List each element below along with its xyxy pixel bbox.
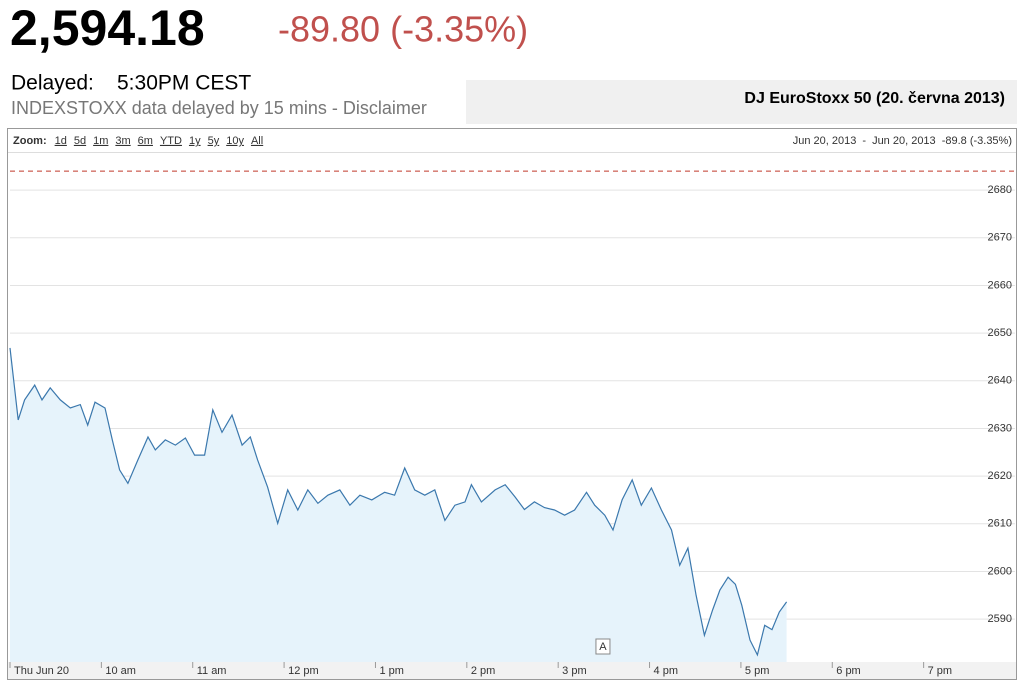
x-axis-band xyxy=(8,662,1016,679)
chart-heading: DJ EuroStoxx 50 (20. června 2013) xyxy=(744,90,1005,107)
zoom-option[interactable]: 6m xyxy=(138,135,153,147)
zoom-option[interactable]: 5y xyxy=(208,135,220,147)
zoom-label: Zoom: xyxy=(13,135,47,147)
y-tick-label: 2650 xyxy=(988,327,1012,339)
x-tick-label: 1 pm xyxy=(379,665,403,677)
x-tick-label: 6 pm xyxy=(836,665,860,677)
range-end[interactable]: Jun 20, 2013 xyxy=(872,135,936,147)
zoom-option[interactable]: 3m xyxy=(115,135,130,147)
price-line xyxy=(9,347,788,657)
area-fill xyxy=(10,347,787,662)
delayed-label: Delayed: xyxy=(11,72,94,95)
x-tick-label: 12 pm xyxy=(288,665,319,677)
y-tick-label: 2660 xyxy=(988,279,1012,291)
annotation-label: A xyxy=(599,641,607,653)
y-tick-label: 2670 xyxy=(988,232,1012,244)
y-tick-label: 2590 xyxy=(988,613,1012,625)
range-start[interactable]: Jun 20, 2013 xyxy=(793,135,857,147)
x-tick-label: 5 pm xyxy=(745,665,769,677)
zoom-option[interactable]: 10y xyxy=(226,135,244,147)
range-separator: - xyxy=(862,135,866,147)
y-tick-label: 2610 xyxy=(988,518,1012,530)
disclaimer[interactable]: INDEXSTOXX data delayed by 15 mins - Dis… xyxy=(11,98,427,118)
heading-box xyxy=(466,80,1017,124)
x-tick-label: 7 pm xyxy=(928,665,952,677)
y-tick-label: 2620 xyxy=(988,470,1012,482)
zoom-option[interactable]: 1y xyxy=(189,135,201,147)
x-tick-label: 3 pm xyxy=(562,665,586,677)
price-change: -89.80 (-3.35%) xyxy=(278,9,528,50)
x-tick-label: Thu Jun 20 xyxy=(14,665,69,677)
x-tick-label: 2 pm xyxy=(471,665,495,677)
y-tick-label: 2600 xyxy=(988,565,1012,577)
range-change: -89.8 (-3.35%) xyxy=(942,135,1012,147)
delayed-time: 5:30PM CEST xyxy=(117,72,251,95)
annotation-flag[interactable] xyxy=(595,638,611,655)
y-tick-label: 2630 xyxy=(988,422,1012,434)
x-tick-label: 11 am xyxy=(197,665,227,677)
y-tick-label: 2680 xyxy=(988,184,1012,196)
plot: 2590 2600 2610 2620 2630 2640 2650 2660 2670 2680… xyxy=(9,170,1015,677)
zoom-option[interactable]: 5d xyxy=(74,135,86,147)
zoom-option[interactable]: 1d xyxy=(55,135,67,147)
y-tick-label: 2640 xyxy=(988,375,1012,387)
zoom-option[interactable]: All xyxy=(251,135,263,147)
x-tick-label: 10 am xyxy=(105,665,136,677)
zoom-option[interactable]: YTD xyxy=(160,135,182,147)
price: 2,594.18 xyxy=(10,0,205,56)
x-tick-label: 4 pm xyxy=(654,665,678,677)
toolbar: Zoom: 1d 5d 1m 3m 6m YTD 1y 5y 10y All -89.8 (-3.35… xyxy=(13,135,1012,147)
zoom-option[interactable]: 1m xyxy=(93,135,108,147)
